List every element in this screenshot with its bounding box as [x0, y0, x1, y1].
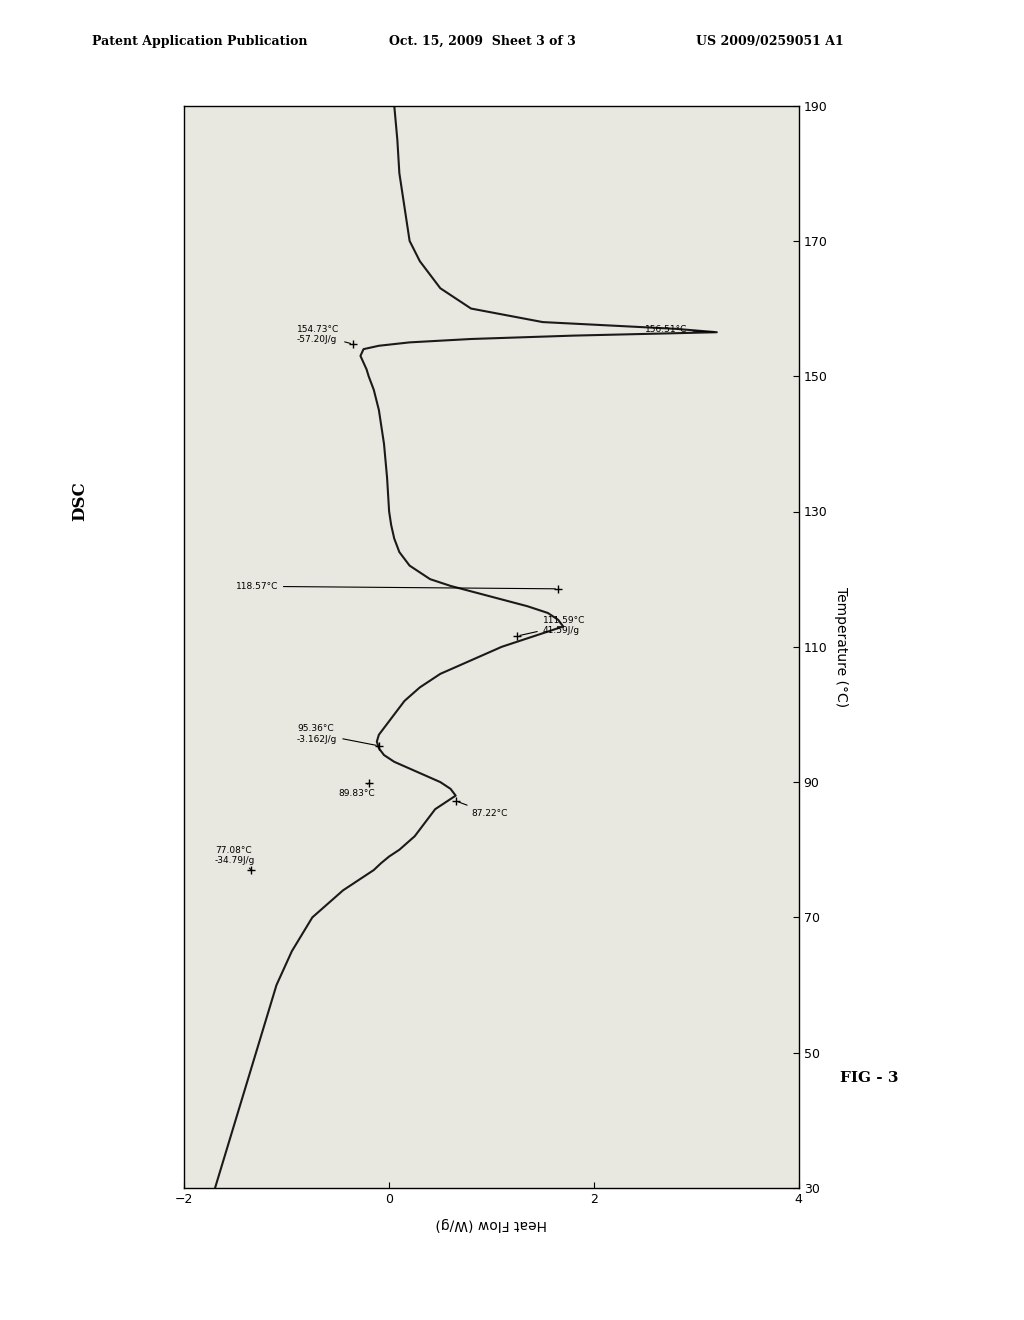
Text: 77.08°C
-34.79J/g: 77.08°C -34.79J/g	[215, 846, 255, 870]
Y-axis label: Temperature (°C): Temperature (°C)	[835, 586, 848, 708]
Text: 154.73°C
-57.20J/g: 154.73°C -57.20J/g	[297, 325, 350, 345]
Text: 95.36°C
-3.162J/g: 95.36°C -3.162J/g	[297, 725, 376, 746]
X-axis label: Heat Flow (W/g): Heat Flow (W/g)	[435, 1217, 548, 1232]
Text: 87.22°C: 87.22°C	[459, 801, 508, 818]
Text: 89.83°C: 89.83°C	[338, 783, 375, 797]
Text: 111.59°C
41.59J/g: 111.59°C 41.59J/g	[520, 616, 585, 635]
Text: US 2009/0259051 A1: US 2009/0259051 A1	[696, 34, 844, 48]
Text: DSC: DSC	[72, 482, 89, 521]
Text: FIG - 3: FIG - 3	[840, 1072, 898, 1085]
Text: 156.51°C: 156.51°C	[645, 325, 714, 334]
Text: 118.57°C: 118.57°C	[236, 582, 555, 591]
Text: Patent Application Publication: Patent Application Publication	[92, 34, 307, 48]
Text: Oct. 15, 2009  Sheet 3 of 3: Oct. 15, 2009 Sheet 3 of 3	[389, 34, 575, 48]
